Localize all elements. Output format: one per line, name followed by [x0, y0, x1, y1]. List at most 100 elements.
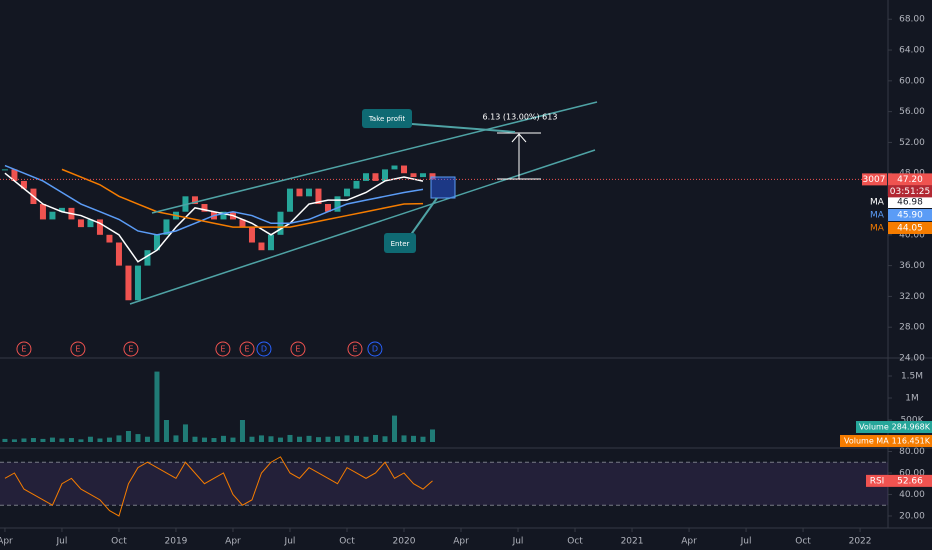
- volume-bar: [30, 438, 36, 442]
- ma-tag-name: MA: [870, 198, 885, 208]
- rsi-value: 52.66: [897, 476, 923, 486]
- volume-tag-value: 116.451K: [892, 437, 931, 446]
- volume-tag-value: 284.968K: [892, 423, 931, 432]
- callout-box: [384, 233, 416, 253]
- volume-bar: [2, 438, 8, 442]
- event-marker: [347, 341, 363, 357]
- candle: [144, 250, 151, 266]
- event-marker: [16, 341, 32, 357]
- volume-bar: [116, 435, 122, 442]
- ma-tag-box: [888, 209, 932, 221]
- volume-bar: [135, 434, 141, 442]
- candle: [372, 173, 379, 181]
- y-tick-label: 24.00: [899, 354, 925, 364]
- x-tick-label: Oct: [567, 537, 583, 547]
- candle: [153, 234, 160, 251]
- candle: [49, 211, 56, 220]
- entry-zone: [430, 176, 456, 199]
- y-tick-label: 56.00: [899, 107, 925, 117]
- candle: [134, 265, 141, 301]
- y-tick-label: 40.00: [899, 230, 925, 240]
- x-tick-label: Apr: [681, 537, 697, 547]
- candle: [191, 196, 198, 205]
- x-tick-label: Oct: [111, 537, 127, 547]
- ma-tag-value: 46.98: [897, 198, 923, 208]
- countdown-box: [888, 185, 932, 198]
- channel-lower: [129, 149, 596, 305]
- drawings: Take profit Enter 6.13 (13.00%) 613: [129, 101, 598, 305]
- volume-bar: [325, 436, 331, 442]
- volume-bar: [296, 436, 302, 442]
- volume-bar: [230, 437, 236, 442]
- moving-average: [4, 172, 424, 263]
- x-tick-label: Apr: [453, 537, 469, 547]
- event-marker: [123, 341, 139, 357]
- volume-bar: [249, 436, 255, 442]
- y-tick-label: 52.00: [899, 138, 925, 148]
- volume-bar: [68, 438, 74, 442]
- x-tick-label: Jul: [740, 537, 752, 547]
- y-tick-label: 36.00: [899, 261, 925, 271]
- annotation: Take profit: [368, 115, 406, 123]
- volume-bar: [220, 435, 226, 442]
- candle: [258, 242, 265, 251]
- candle: [267, 234, 274, 251]
- candle: [286, 188, 293, 212]
- volume-bar: [59, 438, 65, 442]
- callout-pointer: [409, 197, 438, 237]
- event-label: E: [128, 345, 133, 354]
- volume-bar: [192, 436, 198, 442]
- measure-label: 6.13 (13.00%) 613: [483, 113, 558, 122]
- candle: [410, 173, 417, 178]
- candle: [11, 169, 18, 181]
- volume-bar: [201, 437, 207, 442]
- event-marker: [70, 341, 86, 357]
- y-tick-label: 60.00: [899, 468, 925, 478]
- ma-tag: [866, 196, 888, 208]
- channel-upper: [151, 101, 598, 214]
- volume-bar: [21, 438, 27, 442]
- event-marker: [239, 341, 255, 357]
- candle: [239, 219, 246, 228]
- volume-bar: [173, 435, 179, 442]
- volume-bar: [401, 435, 407, 442]
- volume-bar: [87, 436, 93, 442]
- candle: [429, 173, 436, 180]
- x-tick-label: Oct: [795, 537, 811, 547]
- candle: [58, 207, 65, 212]
- candle: [39, 204, 46, 220]
- volume-tag-name: Volume MA: [844, 437, 889, 446]
- y-tick-label: 28.00: [899, 323, 925, 333]
- y-tick-label: 20.00: [899, 511, 925, 521]
- event-marker: [367, 341, 383, 357]
- candle: [163, 219, 170, 235]
- y-tick-label: 64.00: [899, 46, 925, 56]
- volume-bar: [78, 439, 84, 442]
- candle: [106, 234, 113, 243]
- volume-bar: [334, 436, 340, 442]
- candle: [115, 242, 122, 266]
- x-tick-label: Apr: [0, 537, 13, 547]
- volume-bar: [372, 434, 378, 442]
- candle: [248, 227, 255, 243]
- ma-tag-value: 45.90: [897, 211, 923, 221]
- volume-bar: [211, 438, 217, 442]
- candle: [391, 165, 398, 170]
- volume-bar: [144, 436, 150, 442]
- candle: [362, 173, 369, 181]
- volume-bar: [363, 436, 369, 442]
- ma-tag-name: MA: [870, 211, 885, 221]
- measure-arrow-head: [511, 133, 527, 143]
- symbol-tag-box: [862, 173, 887, 186]
- event-marker: [215, 341, 231, 357]
- candle: [87, 219, 94, 228]
- volume-bar: [49, 437, 55, 442]
- event-label: E: [352, 345, 357, 354]
- volume-bar: [163, 419, 169, 442]
- rsi-band: [0, 462, 888, 506]
- x-tick-label: 2022: [849, 537, 872, 547]
- candle: [353, 180, 360, 189]
- volume-bar: [239, 419, 245, 442]
- candle: [20, 180, 27, 189]
